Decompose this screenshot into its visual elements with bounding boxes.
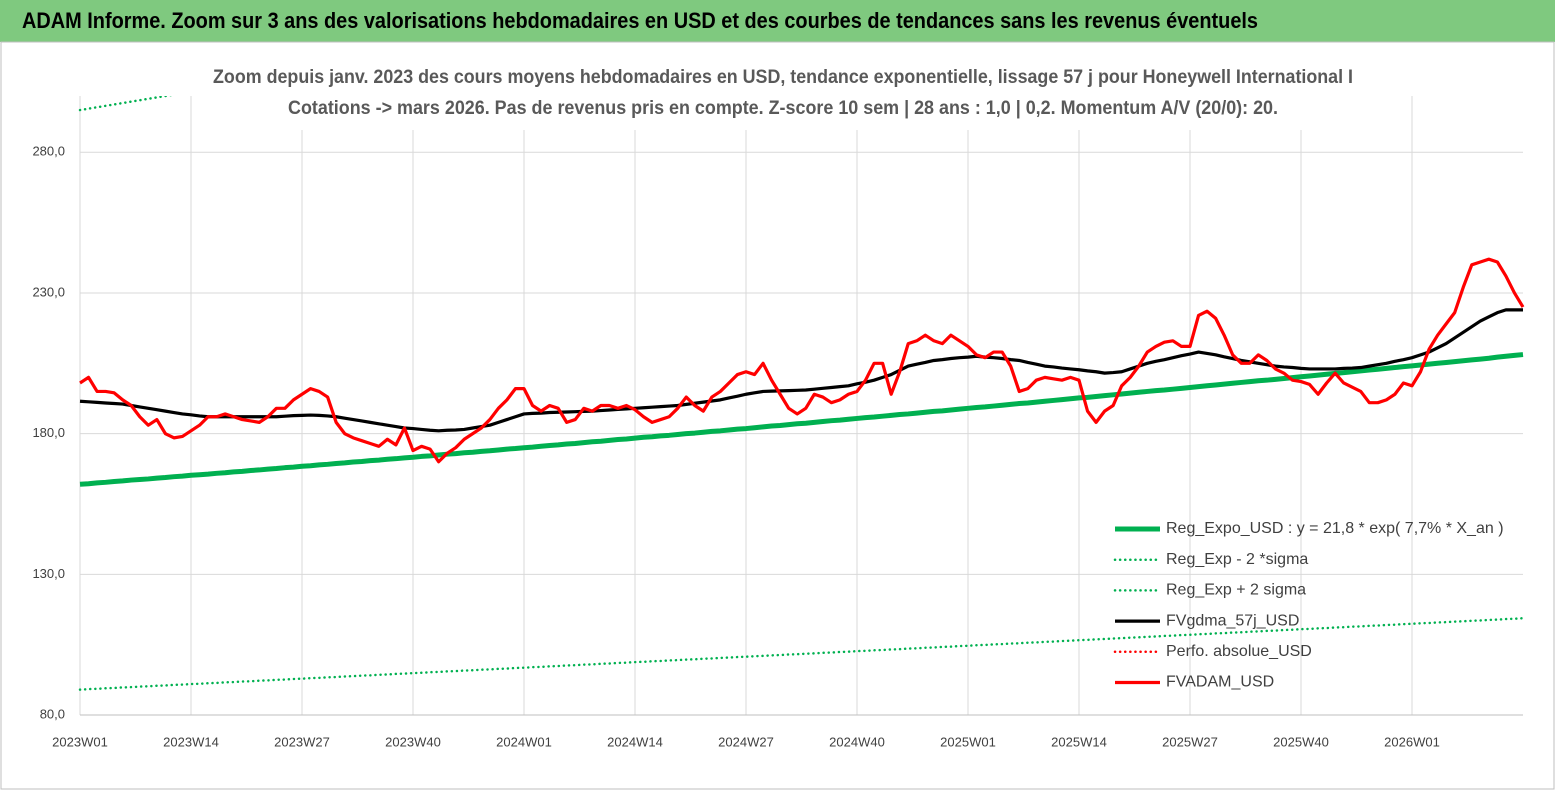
x-tick-label: 2024W27 <box>718 734 774 749</box>
x-tick-label: 2025W27 <box>1162 734 1218 749</box>
x-tick-label: 2023W27 <box>274 734 330 749</box>
x-tick-label: 2025W40 <box>1273 734 1329 749</box>
y-tick-label: 230,0 <box>32 284 65 299</box>
y-tick-label: 80,0 <box>40 706 65 721</box>
header-title: ADAM Informe. Zoom sur 3 ans des valoris… <box>22 8 1258 33</box>
legend-label: Perfo. absolue_USD <box>1166 643 1312 660</box>
x-tick-label: 2024W01 <box>496 734 552 749</box>
x-tick-label: 2023W40 <box>385 734 441 749</box>
axes: 80,0 130,0 180,0 230,0 280,0 2023W01 2023W14 20… <box>32 144 1523 749</box>
chart-frame <box>0 41 1555 790</box>
legend: Reg_Expo_USD : y = 21,8 * exp( 7,7% * X_… <box>1113 520 1504 691</box>
legend-label: Reg_Exp + 2 sigma <box>1166 582 1306 599</box>
x-tick-label: 2025W14 <box>1051 734 1107 749</box>
grid <box>79 96 1523 716</box>
y-tick-label: 180,0 <box>32 425 65 440</box>
legend-label: Reg_Expo_USD : y = 21,8 * exp( 7,7% * X_… <box>1166 520 1504 537</box>
series-line <box>78 616 1525 691</box>
x-tick-label: 2025W01 <box>940 734 996 749</box>
x-tick-label: 2026W01 <box>1384 734 1440 749</box>
x-tick-label: 2024W14 <box>607 734 663 749</box>
chart-title: Zoom depuis janv. 2023 des cours moyens … <box>213 67 1353 88</box>
y-tick-label: 280,0 <box>32 144 65 159</box>
x-tick-label: 2023W01 <box>52 734 108 749</box>
series-line <box>79 308 1523 433</box>
series-line <box>79 352 1524 487</box>
legend-label: FVgdma_57j_USD <box>1166 612 1299 629</box>
series-line <box>79 257 1525 464</box>
legend-label: FVADAM_USD <box>1166 674 1274 691</box>
header-bar <box>0 0 1555 42</box>
x-tick-label: 2024W40 <box>829 734 885 749</box>
title-background <box>215 58 1348 130</box>
x-tick-label: 2023W14 <box>163 734 219 749</box>
legend-label: Reg_Exp - 2 *sigma <box>1166 551 1308 568</box>
chart-subtitle: Cotations -> mars 2026. Pas de revenus p… <box>288 98 1278 119</box>
plot-lines <box>78 96 1525 691</box>
y-tick-label: 130,0 <box>32 566 65 581</box>
